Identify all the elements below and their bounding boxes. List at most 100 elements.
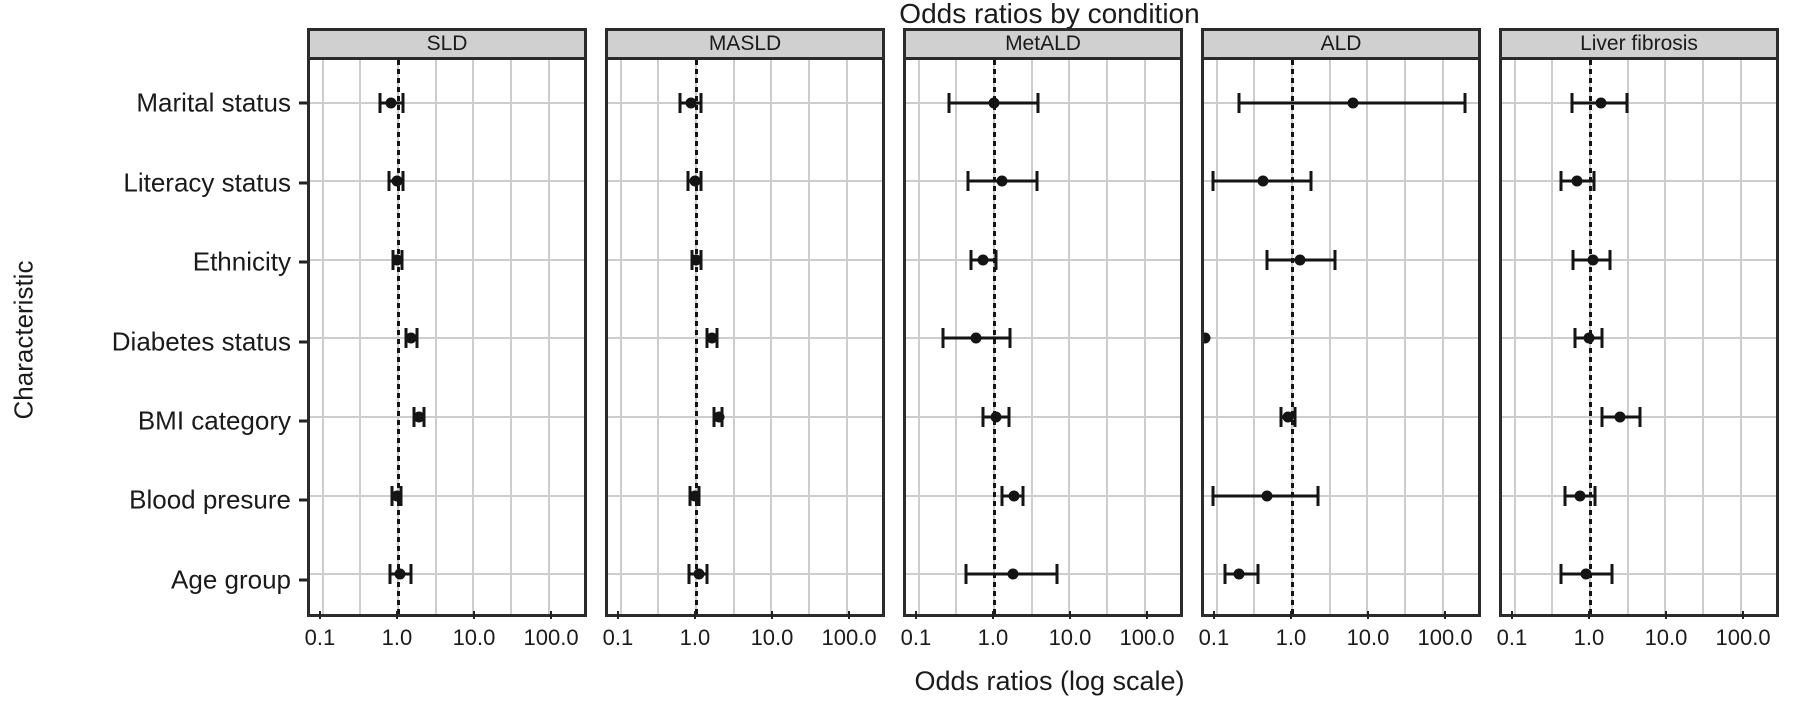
ci-cap-low bbox=[966, 171, 970, 192]
or-point bbox=[1007, 568, 1019, 580]
vertical-gridline bbox=[917, 60, 920, 614]
ci-cap-high bbox=[1316, 485, 1320, 506]
or-point bbox=[1204, 332, 1211, 344]
ci-cap-high bbox=[994, 249, 998, 270]
vertical-gridline bbox=[1068, 60, 1071, 614]
horizontal-gridline bbox=[310, 573, 584, 576]
vertical-gridline bbox=[434, 60, 437, 614]
ci-cap-high bbox=[1035, 171, 1039, 192]
ci-cap-high bbox=[401, 171, 405, 192]
or-point bbox=[1347, 97, 1359, 109]
horizontal-gridline bbox=[906, 180, 1180, 183]
ci-cap-high bbox=[1608, 249, 1612, 270]
or-point bbox=[1614, 411, 1626, 423]
vertical-gridline bbox=[1664, 60, 1667, 614]
x-tick-mark bbox=[616, 611, 619, 619]
y-tick-mark bbox=[299, 101, 307, 105]
ci-cap-high bbox=[401, 92, 405, 113]
category-label: Age group bbox=[171, 564, 291, 595]
horizontal-gridline bbox=[1502, 180, 1776, 183]
ci-cap-high bbox=[1055, 564, 1059, 585]
x-tick-label: 1.0 bbox=[1275, 625, 1307, 650]
or-point bbox=[970, 332, 982, 344]
y-tick-mark bbox=[299, 498, 307, 502]
x-axis-ticks: 0.1 1.0 10.0 100.0 bbox=[305, 611, 587, 661]
or-point bbox=[996, 175, 1008, 187]
x-tick-label: 0.1 bbox=[1496, 625, 1528, 650]
or-point bbox=[1261, 490, 1273, 502]
plot-area bbox=[605, 60, 885, 617]
vertical-gridline bbox=[1404, 60, 1407, 614]
ci-cap-low bbox=[686, 171, 690, 192]
ci-cap-low bbox=[678, 92, 682, 113]
chart-title: Odds ratios by condition bbox=[899, 0, 1200, 29]
y-tick-mark bbox=[299, 260, 307, 264]
or-point bbox=[706, 332, 718, 344]
ci-cap-low bbox=[1563, 485, 1567, 506]
x-tick-label: 10.0 bbox=[1048, 625, 1092, 650]
vertical-gridline bbox=[1106, 60, 1109, 614]
y-tick-mark bbox=[299, 340, 307, 343]
x-axis-ticks: 0.1 1.0 10.0 100.0 bbox=[603, 611, 885, 661]
category-label: Marital status bbox=[136, 87, 291, 118]
x-tick-mark bbox=[1444, 611, 1447, 619]
ci-cap-low bbox=[981, 407, 985, 428]
x-tick-mark bbox=[1289, 611, 1292, 619]
x-tick-mark bbox=[1742, 611, 1745, 619]
x-tick-mark bbox=[848, 611, 851, 619]
or-point bbox=[1571, 175, 1583, 187]
x-tick-label: 100.0 bbox=[1715, 625, 1771, 650]
x-tick-label: 1.0 bbox=[381, 625, 413, 650]
vertical-gridline bbox=[1626, 60, 1629, 614]
ci-cap-high bbox=[1463, 92, 1467, 113]
category-label: BMI category bbox=[137, 405, 291, 436]
or-point bbox=[1257, 175, 1269, 187]
ci-cap-high bbox=[415, 328, 419, 349]
plot-area bbox=[307, 60, 587, 617]
or-point bbox=[391, 175, 403, 187]
ci-cap-low bbox=[1211, 171, 1215, 192]
or-point bbox=[988, 97, 1000, 109]
x-tick-label: 10.0 bbox=[750, 625, 794, 650]
ci-cap-high bbox=[1610, 564, 1614, 585]
ci-cap-high bbox=[1293, 407, 1297, 428]
ci-cap-low bbox=[1559, 564, 1563, 585]
or-point bbox=[413, 411, 424, 423]
ci-cap-low bbox=[1265, 249, 1269, 270]
ci-cap-low bbox=[387, 171, 391, 192]
or-point bbox=[1587, 254, 1599, 266]
vertical-gridline bbox=[321, 60, 324, 614]
x-axis-ticks: 0.1 1.0 10.0 100.0 bbox=[901, 611, 1183, 661]
ci-cap-high bbox=[1593, 485, 1597, 506]
x-tick-mark bbox=[395, 611, 398, 619]
ci-cap-high bbox=[1021, 485, 1025, 506]
ci-cap-low bbox=[378, 92, 382, 113]
x-tick-mark bbox=[991, 611, 994, 619]
vertical-gridline bbox=[1030, 60, 1033, 614]
ci-cap-high bbox=[1007, 407, 1011, 428]
ci-cap-high bbox=[1625, 92, 1629, 113]
horizontal-gridline bbox=[608, 416, 882, 419]
panel-liver-fibrosis: Liver fibrosis 0.1 1.0 10.0 100.0 bbox=[1497, 28, 1779, 650]
ci-cap-low bbox=[947, 92, 951, 113]
or-point bbox=[689, 490, 701, 502]
ci-cap-high bbox=[699, 92, 703, 113]
panel-metald: MetALD 0.1 1.0 10.0 100.0 bbox=[901, 28, 1183, 650]
ci-cap-high bbox=[1256, 564, 1260, 585]
x-tick-label: 1.0 bbox=[679, 625, 711, 650]
panel-sld: SLD 0.1 1.0 10.0 100.0 bbox=[305, 28, 587, 650]
or-point bbox=[1008, 490, 1020, 502]
or-point bbox=[1294, 254, 1306, 266]
or-point bbox=[1580, 568, 1592, 580]
y-tick-mark bbox=[299, 578, 307, 582]
y-tick-mark bbox=[299, 419, 307, 423]
y-axis-labels: Marital status Literacy status Ethnicity Di… bbox=[0, 60, 307, 620]
ci-cap-low bbox=[1573, 328, 1577, 349]
horizontal-gridline bbox=[1502, 258, 1776, 261]
panels-container: SLD 0.1 1.0 10.0 100.0 MASLD 0.1 1.0 10.0 100.0 Me… bbox=[305, 28, 1779, 650]
horizontal-gridline bbox=[1204, 416, 1478, 419]
vertical-gridline bbox=[808, 60, 811, 614]
y-tick-mark bbox=[299, 181, 307, 184]
horizontal-gridline bbox=[310, 258, 584, 261]
vertical-gridline bbox=[359, 60, 362, 614]
